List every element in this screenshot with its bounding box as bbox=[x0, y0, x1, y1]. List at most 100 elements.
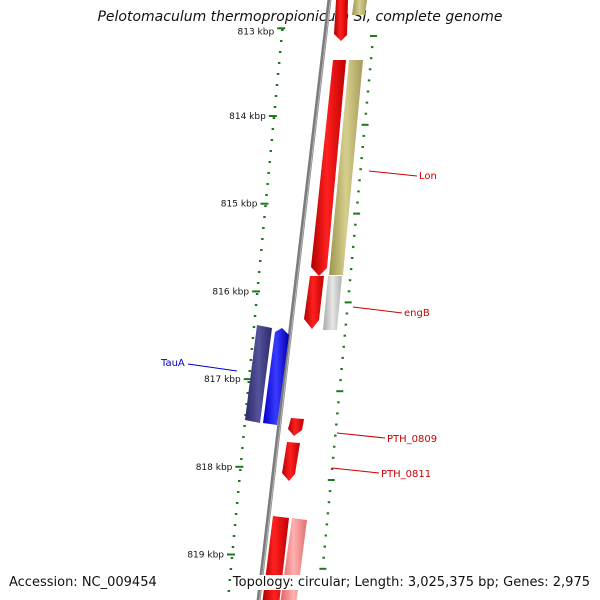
feature-track-tick bbox=[324, 534, 328, 537]
ruler-minor-tick bbox=[251, 337, 255, 339]
svg-text:PTH_0809: PTH_0809 bbox=[387, 434, 437, 445]
feature-track-tick bbox=[332, 445, 336, 448]
feature-track-tick bbox=[330, 467, 334, 470]
ruler-tick-label: 814 kbp bbox=[229, 112, 266, 122]
ruler-minor-tick bbox=[265, 194, 268, 196]
gene-label-pth0811[interactable]: PTH_0811 bbox=[331, 467, 431, 480]
gene-label-taua[interactable]: TauA bbox=[160, 358, 238, 372]
feature-track-tick bbox=[367, 79, 371, 82]
ruler-minor-tick bbox=[269, 150, 273, 152]
feature-track-tick bbox=[322, 556, 325, 559]
olive-feature-top bbox=[352, 0, 367, 15]
feature-track-tick bbox=[356, 201, 359, 204]
red-cds-lon bbox=[311, 60, 346, 276]
ruler-minor-tick bbox=[238, 480, 241, 482]
feature-track-tick bbox=[336, 390, 344, 393]
ruler-minor-tick bbox=[239, 469, 242, 471]
feature-track-tick bbox=[336, 412, 339, 415]
feature-track-tick bbox=[345, 312, 349, 315]
ruler-minor-tick bbox=[227, 590, 231, 592]
genome-backbone-highlight bbox=[259, 0, 331, 600]
feature-track-tick bbox=[341, 356, 344, 359]
feature-track-tick bbox=[361, 146, 364, 148]
ruler-minor-tick bbox=[242, 436, 245, 438]
feature-track-tick bbox=[370, 35, 377, 37]
ruler-minor-tick bbox=[245, 403, 248, 405]
ruler-tick-label: 818 kbp bbox=[196, 463, 233, 473]
ruler-minor-tick bbox=[254, 304, 258, 306]
ruler-minor-tick bbox=[273, 106, 277, 108]
svg-text:Lon: Lon bbox=[419, 171, 437, 182]
feature-track-tick bbox=[349, 268, 353, 271]
ruler-minor-tick bbox=[230, 557, 234, 559]
feature-track-ticks bbox=[319, 35, 377, 581]
ruler-minor-tick bbox=[277, 62, 281, 64]
red-cds-engb bbox=[304, 276, 324, 329]
olive-feature-lon bbox=[329, 60, 363, 275]
ruler-minor-tick bbox=[246, 392, 249, 394]
feature-track-tick bbox=[344, 323, 348, 326]
feature-track-tick bbox=[353, 212, 361, 215]
ruler-minor-tick bbox=[275, 84, 279, 86]
ruler-minor-tick bbox=[234, 513, 238, 515]
ruler-minor-tick bbox=[276, 73, 280, 75]
feature-track-tick bbox=[323, 545, 326, 548]
ruler-minor-tick bbox=[274, 95, 278, 97]
ruler-minor-tick bbox=[231, 546, 235, 548]
ruler-minor-tick bbox=[253, 315, 257, 317]
ruler-minor-tick bbox=[256, 282, 260, 284]
ruler-minor-tick bbox=[248, 370, 252, 372]
feature-track-tick bbox=[350, 257, 354, 259]
feature-track-tick bbox=[319, 567, 327, 570]
genome-backbone bbox=[256, 0, 332, 600]
feature-track-tick bbox=[362, 134, 366, 137]
feature-track-tick bbox=[335, 423, 338, 426]
ruler-minor-tick bbox=[267, 172, 270, 174]
feature-track-tick bbox=[360, 157, 363, 160]
feature-track-tick bbox=[347, 290, 351, 293]
ruler-minor-tick bbox=[259, 260, 262, 262]
ruler-minor-tick bbox=[249, 359, 253, 361]
ruler-minor-tick bbox=[264, 205, 267, 207]
feature-track-tick bbox=[343, 334, 347, 337]
feature-track-tick bbox=[340, 368, 343, 370]
navy-cds bbox=[245, 325, 272, 423]
gene-label-pth0809[interactable]: PTH_0809 bbox=[336, 432, 437, 445]
feature-track-tick bbox=[337, 401, 340, 404]
ruler-minor-tick bbox=[236, 491, 240, 493]
gene-label-lon[interactable]: Lon bbox=[368, 170, 437, 182]
ruler-tick-label: 815 kbp bbox=[221, 200, 258, 210]
ruler-minor-tick bbox=[235, 502, 239, 504]
red-cds-pth0809 bbox=[288, 418, 304, 436]
ruler-minor-tick bbox=[257, 271, 261, 273]
red-cds-pth0811 bbox=[282, 442, 300, 481]
map-title: Pelotomaculum thermopropionicum SI, comp… bbox=[97, 9, 503, 25]
feature-track-tick bbox=[370, 46, 374, 49]
ruler-minor-tick bbox=[250, 348, 254, 350]
feature-track-tick bbox=[342, 345, 345, 348]
ruler-minor-tick bbox=[252, 326, 256, 328]
svg-text:TauA: TauA bbox=[160, 358, 185, 369]
ruler-minor-tick bbox=[240, 458, 243, 460]
gene-label-engb[interactable]: engB bbox=[352, 306, 430, 319]
feature-track-tick bbox=[325, 523, 329, 526]
ruler-tick-label: 813 kbp bbox=[238, 27, 275, 37]
feature-track-tick bbox=[368, 68, 372, 71]
feature-track-tick bbox=[369, 57, 373, 60]
feature-track-tick bbox=[331, 456, 335, 459]
ruler-tick-label: 817 kbp bbox=[204, 375, 241, 385]
feature-track-tick bbox=[365, 101, 369, 104]
feature-track-tick bbox=[361, 123, 369, 126]
ruler-tick-label: 819 kbp bbox=[187, 551, 224, 561]
feature-track-tick bbox=[334, 434, 337, 437]
feature-track-tick bbox=[357, 190, 360, 193]
ruler-tick-label: 816 kbp bbox=[212, 287, 249, 297]
ruler-minor-tick bbox=[232, 535, 236, 537]
blue-cds-taua bbox=[263, 328, 289, 425]
accession-label: Accession: NC_009454 bbox=[9, 575, 157, 590]
feature-track-tick bbox=[344, 301, 352, 304]
ruler-major-ticks: 813 kbp 814 kbp 815 kbp 816 kbp 817 kbp 818 k… bbox=[187, 27, 286, 561]
ruler-minor-tick bbox=[228, 579, 232, 581]
ruler-minor-tick bbox=[247, 381, 250, 383]
